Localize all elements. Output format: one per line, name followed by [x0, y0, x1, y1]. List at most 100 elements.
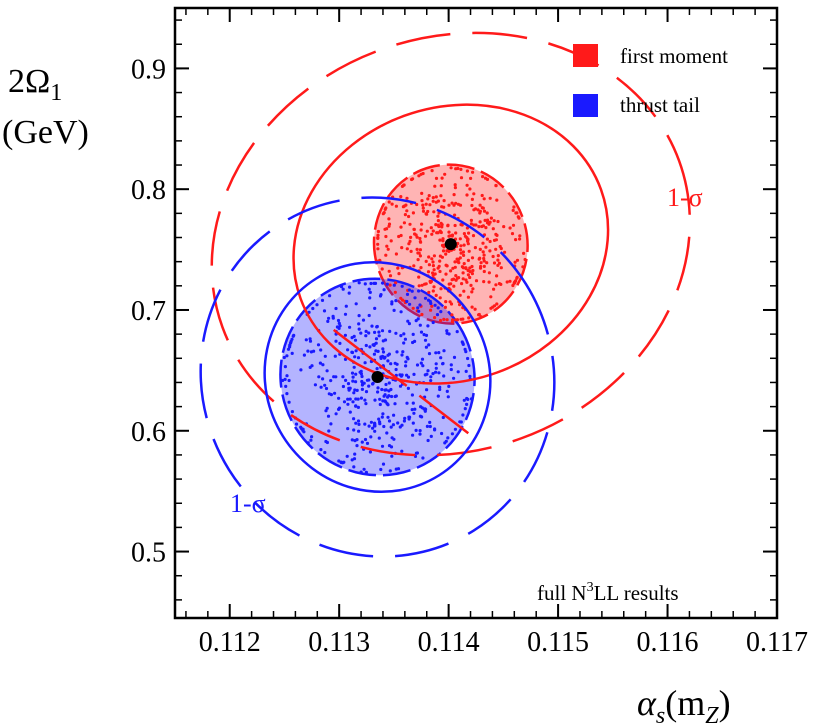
thrust-tail-point — [356, 397, 360, 401]
thrust-tail-point — [376, 349, 380, 353]
first-moment-point — [484, 245, 488, 249]
thrust-tail-point — [367, 378, 371, 382]
thrust-tail-point — [391, 423, 395, 427]
first-moment-point — [382, 211, 386, 215]
first-moment-point — [465, 169, 469, 173]
first-moment-point — [471, 268, 475, 273]
first-moment-point — [511, 208, 515, 212]
thrust-tail-point — [390, 394, 394, 399]
first-moment-point — [469, 176, 473, 180]
thrust-tail-point — [353, 452, 357, 456]
thrust-tail-point — [290, 410, 294, 414]
thrust-tail-point — [399, 310, 403, 314]
thrust-tail-point — [440, 431, 444, 436]
first-moment-point — [389, 239, 393, 243]
first-moment-point — [499, 266, 503, 270]
first-moment-point — [455, 257, 459, 261]
thrust-tail-point — [449, 367, 453, 372]
x-tick-label: 0.117 — [746, 627, 808, 658]
thrust-tail-point — [426, 324, 430, 328]
first-moment-point — [424, 259, 428, 263]
thrust-tail-point — [429, 434, 433, 438]
thrust-tail-point — [284, 384, 288, 388]
x-tick-label: 0.112 — [199, 627, 261, 658]
thrust-tail-point — [408, 302, 412, 306]
thrust-tail-point — [289, 341, 293, 345]
thrust-tail-point — [426, 369, 430, 373]
thrust-tail-point — [358, 370, 362, 374]
first-moment-point — [505, 280, 509, 284]
thrust-tail-point — [437, 371, 441, 375]
thrust-tail-point — [283, 377, 287, 381]
first-moment-point — [449, 269, 453, 273]
first-moment-point — [496, 254, 500, 258]
first-moment-point — [479, 315, 483, 319]
thrust-tail-point — [362, 467, 366, 471]
thrust-tail-solid-ellipse — [263, 260, 492, 494]
first-moment-point — [458, 237, 462, 241]
thrust-tail-point — [446, 436, 450, 440]
first-moment-point — [387, 269, 391, 273]
first-moment-point — [488, 249, 492, 253]
first-moment-point — [478, 209, 482, 213]
thrust-tail-point — [364, 402, 368, 406]
thrust-tail-point — [450, 432, 454, 436]
thrust-tail-point — [354, 404, 358, 408]
first-moment-point — [468, 270, 472, 274]
first-moment-point — [433, 316, 437, 320]
thrust-tail-point — [341, 461, 345, 465]
thrust-tail-point — [291, 334, 295, 338]
thrust-tail-point — [374, 337, 379, 341]
footer-prefix: full N — [537, 581, 587, 605]
thrust-tail-point — [460, 340, 464, 344]
thrust-tail-point — [402, 419, 406, 423]
first-moment-point — [502, 225, 506, 229]
thrust-tail-point — [302, 353, 306, 357]
thrust-tail-point — [402, 332, 406, 336]
thrust-tail-point — [433, 427, 437, 431]
first-moment-point — [462, 289, 466, 293]
footer-suffix: LL results — [594, 581, 679, 605]
thrust-tail-point — [429, 379, 433, 383]
thrust-tail-point — [463, 347, 467, 351]
first-moment-point — [478, 203, 482, 207]
thrust-tail-point — [416, 306, 420, 310]
thrust-tail-point — [387, 419, 392, 423]
thrust-tail-point — [393, 361, 397, 365]
thrust-tail-point — [466, 356, 470, 361]
first-moment-point — [467, 231, 471, 235]
thrust-tail-point — [355, 438, 359, 442]
thrust-tail-point — [400, 373, 404, 377]
x-axis-label-close: ) — [719, 683, 731, 723]
axis-ticks: 0.112 0.113 0.114 0.115 0.116 0.117 0.5 0.6 0.7 0… — [131, 8, 808, 658]
thrust-tail-point — [418, 429, 422, 433]
thrust-tail-point — [308, 339, 313, 343]
first-moment-point — [431, 196, 435, 200]
thrust-tail-point — [377, 330, 381, 334]
first-moment-central-value — [444, 238, 457, 251]
thrust-tail-point — [411, 401, 415, 405]
thrust-tail-point — [426, 438, 430, 443]
first-moment-point — [521, 265, 525, 269]
first-moment-point — [470, 305, 474, 309]
thrust-tail-point — [431, 372, 435, 376]
thrust-tail-point — [351, 375, 355, 379]
first-moment-point — [384, 206, 388, 210]
first-moment-point — [414, 233, 418, 237]
thrust-tail-point — [357, 327, 361, 331]
thrust-tail-point — [400, 449, 404, 453]
first-moment-point — [390, 202, 394, 206]
thrust-tail-point — [394, 299, 398, 303]
thrust-tail-point — [380, 415, 384, 419]
thrust-tail-point — [341, 375, 345, 379]
thrust-tail-point — [417, 289, 421, 293]
first-moment-point — [402, 221, 406, 225]
footer-annotation: full N3LL results — [537, 580, 679, 605]
thrust-tail-point — [410, 408, 414, 412]
thrust-tail-point — [361, 318, 366, 322]
thrust-tail-point — [375, 324, 379, 329]
thrust-tail-point — [377, 436, 381, 440]
first-moment-point — [496, 263, 500, 267]
thrust-tail-point — [285, 392, 289, 396]
ellipse-contours — [199, 31, 692, 558]
